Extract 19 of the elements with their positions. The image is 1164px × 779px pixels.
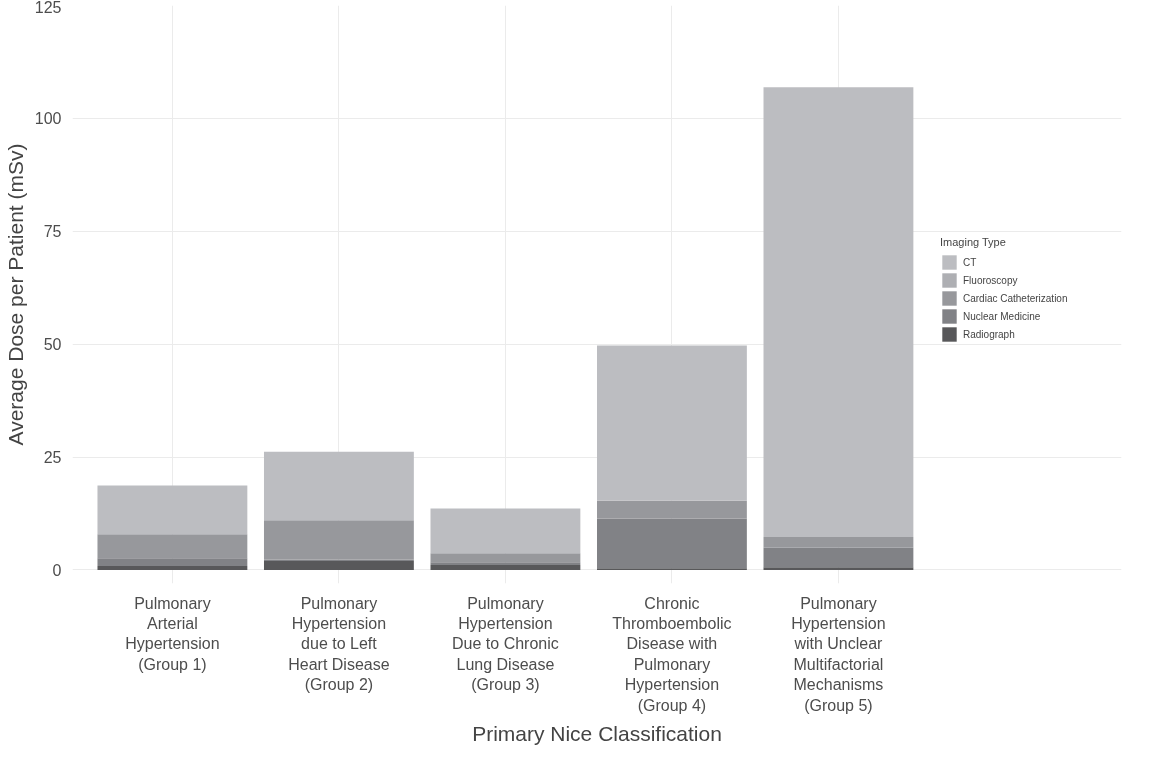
y-tick-label: 0 [52, 561, 62, 579]
x-tick-label: Chronic Thromboembolic Disease with Pulmonary Hypertension (Group 4) [612, 594, 732, 714]
x-tick-label: Pulmonary Hypertension due to Left Heart Disease (Group 2) [288, 594, 390, 694]
y-tick-label: 125 [34, 0, 62, 16]
legend-label: Radiograph [963, 327, 1015, 342]
x-tick-label: Pulmonary Arterial Hypertension (Group 1) [125, 594, 220, 673]
legend-label: Fluoroscopy [963, 273, 1018, 288]
x-tick-label: Pulmonary Hypertension with Unclear Multifactorial Mechanisms (Group 5) [791, 594, 886, 714]
x-tick-label: Pulmonary Hypertension Due to Chronic Lung Disease (Group 3) [452, 594, 559, 694]
y-tick-label: 100 [34, 110, 62, 128]
y-tick-label: 75 [43, 223, 62, 241]
legend-title: Imaging Type [940, 236, 1007, 248]
y-tick-label: 50 [43, 336, 62, 354]
legend-label: Cardiac Catheterization [963, 291, 1068, 306]
legend-label: Nuclear Medicine [963, 309, 1041, 324]
x-axis-title: Primary Nice Classification [472, 721, 722, 745]
y-axis-title: Average Dose per Patient (mSv) [3, 143, 27, 446]
y-tick-label: 25 [43, 449, 62, 467]
legend-label: CT [963, 255, 978, 270]
